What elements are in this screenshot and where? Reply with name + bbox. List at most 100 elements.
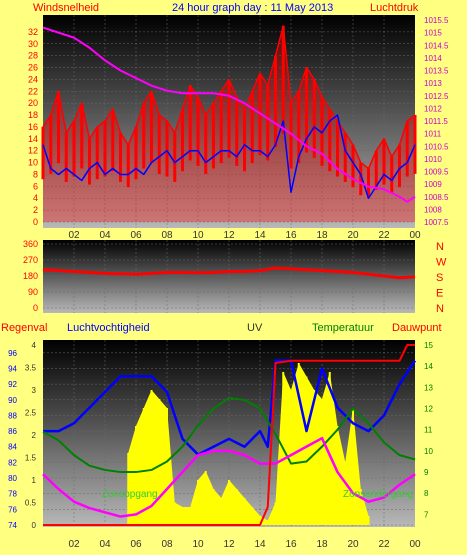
- dewpoint-line: [42, 436, 416, 518]
- legend-dewpoint: Dauwpunt: [392, 322, 442, 334]
- x-tick-label: 22: [378, 230, 390, 241]
- wind-plot: [41, 25, 417, 222]
- x-tick-label: 14: [254, 230, 266, 241]
- pressure-axis-tick: 1008.5: [424, 193, 449, 202]
- uv-area: [128, 363, 369, 525]
- humidity-axis-tick: 90: [8, 396, 17, 405]
- humidity-axis-tick: 94: [8, 364, 17, 373]
- wind-axis-tick: 12: [28, 146, 38, 156]
- humidity-axis-tick: 74: [8, 521, 17, 530]
- legend-humidity: Luchtvochtigheid: [67, 322, 150, 334]
- wind-axis-tick: 14: [28, 134, 38, 144]
- wind-axis-tick: 20: [28, 98, 38, 108]
- humidity-axis-tick: 84: [8, 443, 17, 452]
- wind-axis-tick: 8: [33, 169, 38, 179]
- temperature-axis-tick: 10: [424, 447, 433, 456]
- humidity-axis-tick: 86: [8, 427, 17, 436]
- compass-label: N: [436, 303, 444, 315]
- humidity-axis-tick: 78: [8, 490, 17, 499]
- uv-axis-tick: 0.5: [25, 499, 37, 508]
- x-tick-label: 12: [223, 230, 235, 241]
- uv-axis-tick: 3: [32, 386, 37, 395]
- temperature-line: [42, 396, 416, 474]
- humidity-axis-tick: 82: [8, 458, 17, 467]
- x-tick-label: 20: [347, 539, 359, 550]
- wind-axis-tick: 2: [33, 205, 38, 215]
- legend-uv: UV: [247, 322, 263, 334]
- x-tick-label: 12: [223, 539, 235, 550]
- pressure-axis-tick: 1012: [424, 104, 442, 113]
- wind-axis-tick: 26: [28, 63, 38, 73]
- direction-axis-tick: 90: [28, 287, 38, 297]
- x-tick-label: 22: [378, 539, 390, 550]
- graph-title: 24 hour graph day : 11 May 2013: [172, 2, 333, 14]
- temperature-axis-tick: 13: [424, 383, 433, 392]
- x-tick-label: 08: [161, 230, 173, 241]
- x-tick-label: 10: [192, 230, 204, 241]
- uv-axis-tick: 1: [32, 476, 37, 485]
- pressure-axis-tick: 1011: [424, 130, 442, 139]
- pressure-axis-tick: 1011.5: [424, 117, 448, 126]
- uv-axis-tick: 4: [32, 341, 37, 350]
- x-tick-label: 10: [192, 539, 204, 550]
- x-tick-label: 04: [99, 230, 111, 241]
- pressure-axis-tick: 1009.5: [424, 168, 449, 177]
- wind-axis-tick: 0: [33, 217, 38, 227]
- direction-axis-tick: 360: [23, 239, 38, 249]
- x-tick-label: 04: [99, 539, 111, 550]
- wind-axis-tick: 6: [33, 181, 38, 191]
- x-tick-label: 06: [130, 230, 142, 241]
- compass-label: E: [436, 288, 443, 300]
- axis-labels: 024681012141618202224262830321007.510081…: [8, 16, 449, 550]
- x-tick-label: 20: [347, 230, 359, 241]
- temperature-axis-tick: 11: [424, 426, 433, 435]
- uv-axis-tick: 2: [32, 431, 37, 440]
- temperature-axis-tick: 9: [424, 468, 429, 477]
- wind-direction-line: [42, 266, 416, 280]
- humidity-axis-tick: 96: [8, 349, 17, 358]
- rainfall-line: [43, 344, 415, 526]
- wind-axis-tick: 24: [28, 74, 38, 84]
- pressure-axis-tick: 1015.5: [424, 16, 449, 25]
- wind-axis-tick: 18: [28, 110, 38, 120]
- compass-label: N: [436, 241, 444, 253]
- x-tick-label: 18: [316, 230, 328, 241]
- pressure-axis-tick: 1015: [424, 29, 442, 38]
- pressure-axis-tick: 1013: [424, 79, 442, 88]
- x-tick-label: 00: [409, 539, 421, 550]
- humidity-axis-tick: 76: [8, 505, 17, 514]
- wind-axis-tick: 30: [28, 39, 38, 49]
- pressure-axis-tick: 1007.5: [424, 218, 449, 227]
- humidity-axis-tick: 92: [8, 380, 17, 389]
- wind-speed-title: Windsnelheid: [33, 2, 99, 14]
- rain-plot: [42, 344, 417, 526]
- x-tick-label: 14: [254, 539, 266, 550]
- wind-axis-tick: 4: [33, 193, 38, 203]
- x-tick-label: 02: [68, 230, 80, 241]
- direction-axis-tick: 0: [33, 303, 38, 313]
- x-tick-label: 16: [285, 539, 297, 550]
- temperature-axis-tick: 14: [424, 362, 433, 371]
- pressure-axis-tick: 1008: [424, 205, 442, 214]
- direction-axis-tick: 270: [23, 255, 38, 265]
- x-tick-label: 16: [285, 230, 297, 241]
- x-tick-label: 06: [130, 539, 142, 550]
- legend-rain: Regenval: [1, 322, 47, 334]
- x-tick-label: 00: [409, 230, 421, 241]
- legend-temperature: Temperatuur: [312, 322, 374, 334]
- pressure-axis-tick: 1009: [424, 180, 442, 189]
- pressure-axis-tick: 1013.5: [424, 67, 449, 76]
- temperature-axis-tick: 15: [424, 341, 433, 350]
- wind-axis-tick: 16: [28, 122, 38, 132]
- temperature-axis-tick: 7: [424, 510, 429, 519]
- humidity-axis-tick: 80: [8, 474, 17, 483]
- uv-axis-tick: 0: [32, 521, 37, 530]
- wind-axis-tick: 22: [28, 86, 38, 96]
- sunrise-label: Zonsopgang: [102, 489, 158, 500]
- x-tick-label: 08: [161, 539, 173, 550]
- temperature-axis-tick: 8: [424, 489, 429, 498]
- compass-label: S: [436, 272, 443, 284]
- x-tick-label: 02: [68, 539, 80, 550]
- pressure-axis-tick: 1014.5: [424, 41, 449, 50]
- sunset-label: Zonsondergang: [343, 489, 413, 500]
